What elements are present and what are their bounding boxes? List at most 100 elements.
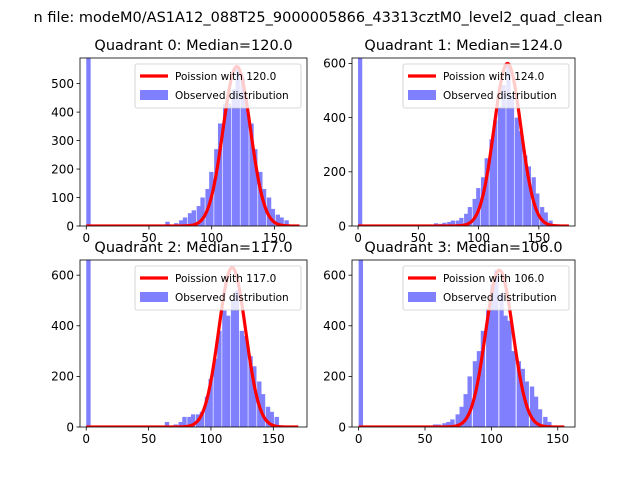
x-tick-label: 100 [200, 231, 223, 245]
x-tick-label: 0 [82, 432, 90, 446]
histogram-bar [358, 58, 363, 226]
legend-patch-swatch [140, 292, 168, 302]
legend-label-fit: Poission with 124.0 [443, 71, 544, 83]
y-tick-label: 200 [51, 370, 74, 384]
histogram-bar [514, 117, 519, 226]
legend-label-observed: Observed distribution [443, 90, 557, 102]
histogram-bar [450, 220, 456, 226]
subplot-3: 0 50 100 150 0 200 400 600 Quadrant 3: Median=10… [323, 240, 576, 446]
subplot-0: 0 50 100 150 0 100 200 300 400 500 Quadrant 0: Med… [51, 38, 308, 245]
histogram-bar [529, 386, 535, 427]
histogram-bar [239, 330, 245, 427]
histogram-bar [450, 419, 455, 427]
histogram-bar [260, 394, 266, 427]
histogram-bar [548, 220, 553, 226]
histogram-bar [86, 58, 91, 226]
y-tick-label: 400 [323, 319, 346, 333]
histogram-bar [244, 106, 249, 226]
histogram-bar [266, 197, 272, 226]
histogram-bar [520, 368, 525, 427]
histogram-bar [464, 213, 469, 226]
histogram-bar [358, 260, 364, 427]
y-tick-label: 200 [323, 165, 346, 179]
axes-frame [79, 259, 308, 428]
legend-label-observed: Observed distribution [175, 292, 289, 304]
histogram-bar [523, 155, 528, 226]
poisson-fit-line [357, 268, 566, 427]
histogram-bar [165, 221, 170, 226]
histogram-bar [446, 421, 451, 427]
y-tick-label: 400 [51, 105, 74, 119]
histogram-bar [442, 222, 447, 226]
histogram-bar [213, 358, 218, 427]
histogram-bar [284, 220, 289, 226]
histogram-bar [217, 123, 223, 226]
legend-box [134, 63, 302, 109]
histogram-bar [196, 206, 202, 226]
histogram-bar [248, 356, 253, 427]
histogram-bar [490, 285, 495, 427]
x-tick-label: 0 [354, 231, 362, 245]
legend-label-observed: Observed distribution [443, 292, 557, 304]
histogram-bar [533, 396, 539, 427]
poisson-fit-line [357, 61, 570, 226]
histogram-bar [455, 414, 460, 427]
histogram-bar [472, 198, 477, 226]
histogram-bar [543, 416, 548, 427]
histogram-bar [480, 177, 486, 226]
histogram-bar [447, 221, 452, 226]
histogram-bar [243, 335, 248, 427]
x-tick-label: 150 [263, 231, 286, 245]
legend-label-observed: Observed distribution [175, 90, 289, 102]
x-tick-label: 50 [141, 432, 156, 446]
x-tick-label: 150 [527, 231, 550, 245]
histogram-bar [187, 213, 193, 226]
histogram-bar [526, 166, 532, 226]
axes-frame [351, 259, 576, 428]
histogram-bar [199, 411, 205, 427]
histogram-bar [467, 207, 472, 226]
x-tick-label: 100 [480, 432, 503, 446]
legend-box [402, 63, 570, 109]
plot-area [357, 260, 566, 427]
histogram-bar [516, 361, 521, 427]
histogram-bar [459, 406, 464, 427]
histogram-bar [178, 421, 183, 427]
histogram-bar [279, 217, 284, 226]
histogram-bar [493, 120, 498, 226]
histogram-bar [518, 131, 523, 226]
histogram-bar [253, 149, 258, 226]
axes-frame [79, 57, 308, 227]
histogram-bar [459, 217, 464, 226]
poisson-fit-line [85, 64, 301, 226]
poisson-fit-line [85, 265, 300, 427]
y-tick-label: 0 [338, 420, 346, 434]
subplot-title: Quadrant 3: Median=106.0 [364, 240, 562, 256]
subplot-title: Quadrant 0: Median=120.0 [94, 38, 292, 54]
histogram-bar [274, 416, 279, 427]
histogram-bar [240, 77, 245, 226]
histogram-bar [179, 220, 184, 226]
x-tick-label: 50 [417, 432, 432, 446]
histogram-bar [463, 394, 468, 427]
y-tick-label: 200 [323, 370, 346, 384]
histogram-bar [235, 66, 240, 226]
histogram-bar [507, 320, 512, 427]
plot-area [357, 58, 570, 226]
histogram-bar [204, 396, 210, 427]
y-tick-label: 600 [51, 268, 74, 282]
y-tick-label: 0 [66, 219, 74, 233]
plot-area [85, 260, 300, 427]
histogram-bar [86, 260, 91, 427]
subplot-1: 0 50 100 150 0 200 400 600 Quadrant 1: Median=12… [323, 38, 576, 245]
histogram-bar [499, 292, 504, 427]
histogram-bar [476, 351, 482, 427]
subplot-title: Quadrant 2: Median=117.0 [94, 240, 292, 256]
histogram-bar [270, 208, 276, 226]
histogram-bar [506, 63, 511, 226]
histogram-bar [480, 330, 486, 427]
x-tick-label: 0 [355, 432, 363, 446]
histogram-bar [200, 197, 205, 226]
legend-box [134, 265, 302, 311]
